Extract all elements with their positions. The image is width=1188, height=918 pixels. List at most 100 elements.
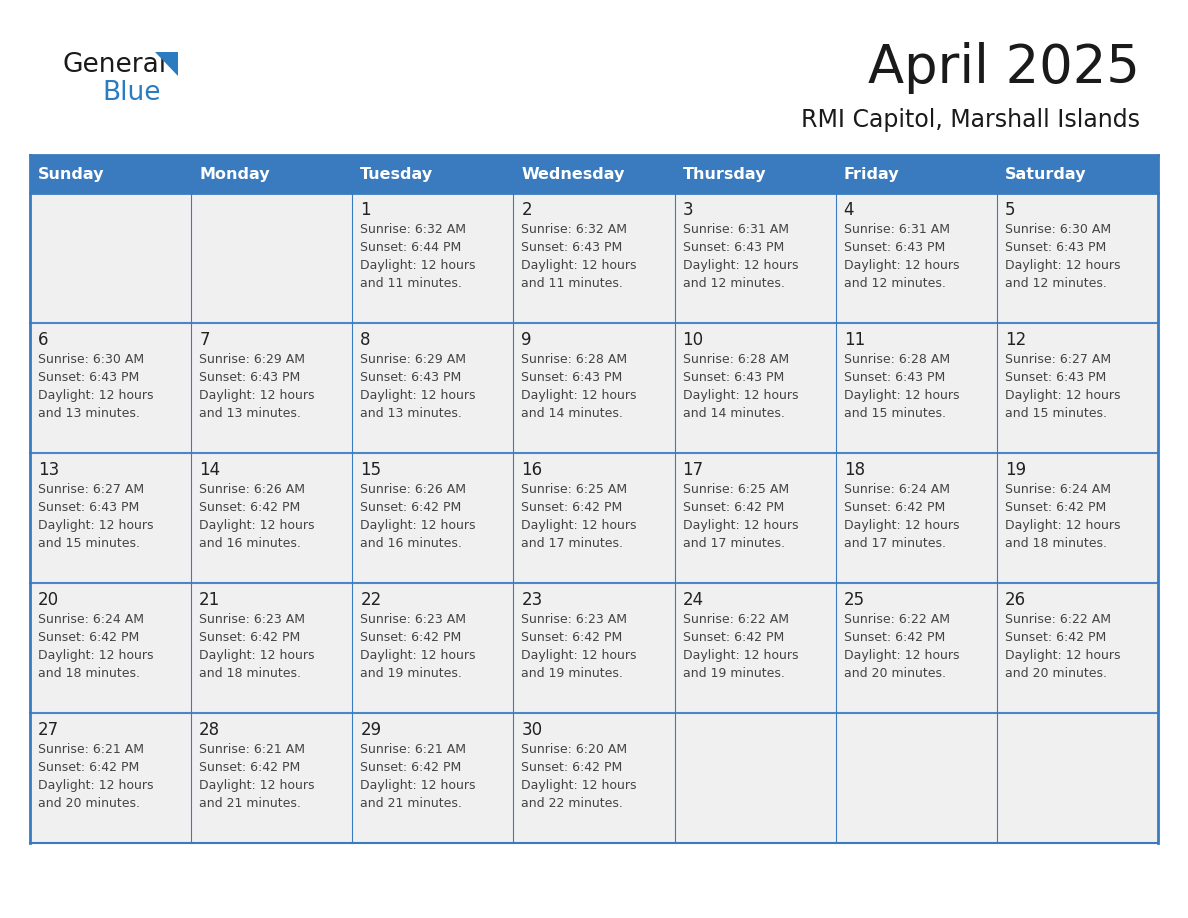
Bar: [997, 155, 1158, 193]
Bar: [353, 155, 513, 193]
Text: Sunrise: 6:24 AM: Sunrise: 6:24 AM: [1005, 483, 1111, 496]
Bar: [513, 193, 675, 323]
Bar: [30, 155, 191, 193]
Text: RMI Capitol, Marshall Islands: RMI Capitol, Marshall Islands: [801, 108, 1140, 132]
Bar: [997, 323, 1158, 453]
Bar: [835, 323, 997, 453]
Text: and 14 minutes.: and 14 minutes.: [683, 407, 784, 420]
Text: Sunrise: 6:23 AM: Sunrise: 6:23 AM: [360, 613, 466, 626]
Bar: [30, 583, 191, 713]
Bar: [675, 323, 835, 453]
Text: Daylight: 12 hours: Daylight: 12 hours: [1005, 519, 1120, 532]
Bar: [835, 713, 997, 843]
Bar: [191, 583, 353, 713]
Text: Daylight: 12 hours: Daylight: 12 hours: [1005, 259, 1120, 272]
Bar: [997, 713, 1158, 843]
Text: Sunset: 6:42 PM: Sunset: 6:42 PM: [360, 631, 461, 644]
Text: Daylight: 12 hours: Daylight: 12 hours: [522, 389, 637, 402]
Text: Sunrise: 6:21 AM: Sunrise: 6:21 AM: [360, 743, 466, 756]
Text: 24: 24: [683, 591, 703, 609]
Text: 2: 2: [522, 201, 532, 219]
Bar: [835, 155, 997, 193]
Text: Daylight: 12 hours: Daylight: 12 hours: [843, 519, 959, 532]
Text: and 22 minutes.: and 22 minutes.: [522, 797, 624, 810]
Text: Sunset: 6:42 PM: Sunset: 6:42 PM: [38, 761, 139, 774]
Text: Sunrise: 6:22 AM: Sunrise: 6:22 AM: [843, 613, 949, 626]
Bar: [835, 583, 997, 713]
Bar: [191, 323, 353, 453]
Text: Daylight: 12 hours: Daylight: 12 hours: [360, 649, 475, 662]
Text: Sunrise: 6:29 AM: Sunrise: 6:29 AM: [360, 353, 466, 366]
Text: Sunset: 6:42 PM: Sunset: 6:42 PM: [522, 631, 623, 644]
Text: Daylight: 12 hours: Daylight: 12 hours: [522, 519, 637, 532]
Text: 7: 7: [200, 331, 209, 349]
Text: 22: 22: [360, 591, 381, 609]
Text: Sunset: 6:42 PM: Sunset: 6:42 PM: [200, 501, 301, 514]
Text: 8: 8: [360, 331, 371, 349]
Text: Sunset: 6:42 PM: Sunset: 6:42 PM: [360, 761, 461, 774]
Text: Sunset: 6:42 PM: Sunset: 6:42 PM: [200, 631, 301, 644]
Text: and 19 minutes.: and 19 minutes.: [360, 667, 462, 680]
Text: and 21 minutes.: and 21 minutes.: [360, 797, 462, 810]
Text: 14: 14: [200, 461, 220, 479]
Text: 10: 10: [683, 331, 703, 349]
Bar: [191, 155, 353, 193]
Text: Sunset: 6:42 PM: Sunset: 6:42 PM: [360, 501, 461, 514]
Text: Daylight: 12 hours: Daylight: 12 hours: [522, 259, 637, 272]
Text: Sunrise: 6:23 AM: Sunrise: 6:23 AM: [200, 613, 305, 626]
Bar: [675, 713, 835, 843]
Text: Sunrise: 6:28 AM: Sunrise: 6:28 AM: [843, 353, 950, 366]
Text: 1: 1: [360, 201, 371, 219]
Text: Sunset: 6:43 PM: Sunset: 6:43 PM: [1005, 371, 1106, 384]
Text: Sunset: 6:42 PM: Sunset: 6:42 PM: [1005, 501, 1106, 514]
Bar: [191, 453, 353, 583]
Bar: [30, 453, 191, 583]
Text: Sunrise: 6:21 AM: Sunrise: 6:21 AM: [38, 743, 144, 756]
Text: Sunrise: 6:32 AM: Sunrise: 6:32 AM: [360, 223, 466, 236]
Text: 28: 28: [200, 721, 220, 739]
Bar: [30, 193, 191, 323]
Text: Sunset: 6:42 PM: Sunset: 6:42 PM: [843, 501, 944, 514]
Text: 29: 29: [360, 721, 381, 739]
Text: 12: 12: [1005, 331, 1026, 349]
Text: and 13 minutes.: and 13 minutes.: [38, 407, 140, 420]
Text: Sunrise: 6:27 AM: Sunrise: 6:27 AM: [1005, 353, 1111, 366]
Text: Sunrise: 6:22 AM: Sunrise: 6:22 AM: [1005, 613, 1111, 626]
Text: Sunset: 6:43 PM: Sunset: 6:43 PM: [843, 241, 944, 254]
Text: and 15 minutes.: and 15 minutes.: [1005, 407, 1107, 420]
Text: and 18 minutes.: and 18 minutes.: [38, 667, 140, 680]
Text: Daylight: 12 hours: Daylight: 12 hours: [683, 259, 798, 272]
Text: 16: 16: [522, 461, 543, 479]
Bar: [353, 583, 513, 713]
Text: Sunrise: 6:24 AM: Sunrise: 6:24 AM: [843, 483, 949, 496]
Text: 13: 13: [38, 461, 59, 479]
Text: Tuesday: Tuesday: [360, 166, 434, 182]
Text: and 13 minutes.: and 13 minutes.: [200, 407, 301, 420]
Text: Sunset: 6:42 PM: Sunset: 6:42 PM: [200, 761, 301, 774]
Text: Daylight: 12 hours: Daylight: 12 hours: [1005, 649, 1120, 662]
Text: Sunset: 6:43 PM: Sunset: 6:43 PM: [522, 371, 623, 384]
Text: Daylight: 12 hours: Daylight: 12 hours: [683, 389, 798, 402]
Text: Monday: Monday: [200, 166, 270, 182]
Text: Daylight: 12 hours: Daylight: 12 hours: [200, 519, 315, 532]
Text: Sunrise: 6:26 AM: Sunrise: 6:26 AM: [200, 483, 305, 496]
Text: and 21 minutes.: and 21 minutes.: [200, 797, 301, 810]
Text: 25: 25: [843, 591, 865, 609]
Bar: [997, 583, 1158, 713]
Text: Daylight: 12 hours: Daylight: 12 hours: [522, 779, 637, 792]
Text: 20: 20: [38, 591, 59, 609]
Bar: [513, 323, 675, 453]
Text: 9: 9: [522, 331, 532, 349]
Bar: [675, 193, 835, 323]
Text: Sunrise: 6:32 AM: Sunrise: 6:32 AM: [522, 223, 627, 236]
Text: Daylight: 12 hours: Daylight: 12 hours: [1005, 389, 1120, 402]
Text: Wednesday: Wednesday: [522, 166, 625, 182]
Text: Sunset: 6:44 PM: Sunset: 6:44 PM: [360, 241, 461, 254]
Text: Sunrise: 6:30 AM: Sunrise: 6:30 AM: [1005, 223, 1111, 236]
Text: Daylight: 12 hours: Daylight: 12 hours: [522, 649, 637, 662]
Text: Sunrise: 6:22 AM: Sunrise: 6:22 AM: [683, 613, 789, 626]
Bar: [353, 453, 513, 583]
Text: Sunrise: 6:31 AM: Sunrise: 6:31 AM: [843, 223, 949, 236]
Text: Daylight: 12 hours: Daylight: 12 hours: [360, 389, 475, 402]
Text: Sunrise: 6:29 AM: Sunrise: 6:29 AM: [200, 353, 305, 366]
